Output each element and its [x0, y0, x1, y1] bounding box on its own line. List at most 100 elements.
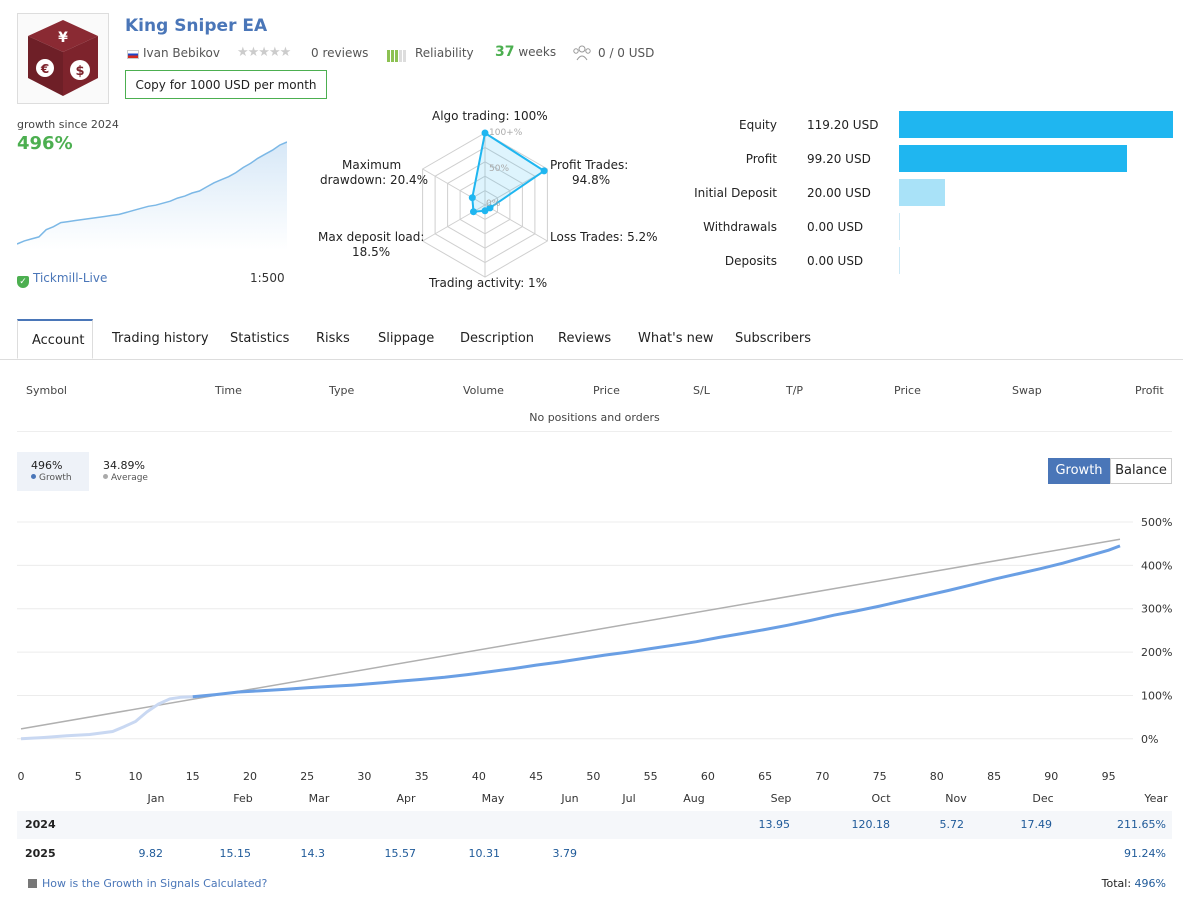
year-cell[interactable]: 9.82 [138, 847, 164, 860]
tab-trading-history[interactable]: Trading history [112, 331, 209, 346]
x-tick-label: 90 [1044, 770, 1058, 783]
svg-text:¥: ¥ [58, 30, 68, 46]
radar-tick-100: 100+% [489, 128, 523, 138]
y-tick-label: 400% [1141, 559, 1172, 572]
radar-grid [422, 132, 548, 278]
year-cell[interactable]: 14.3 [300, 847, 326, 860]
stat-value: 0.00 USD [807, 254, 864, 268]
reviews-count[interactable]: 0 reviews [311, 46, 369, 60]
x-tick-label: 15 [186, 770, 200, 783]
year-cell[interactable]: 17.49 [1020, 818, 1053, 831]
radar-spoke [484, 204, 548, 242]
x-tick-label: 35 [415, 770, 429, 783]
x-tick-label: 45 [529, 770, 543, 783]
x-tick-label: 10 [129, 770, 143, 783]
legend-average[interactable]: 34.89% Average [89, 452, 161, 491]
legend-growth[interactable]: 496% Growth [17, 452, 89, 491]
growth-line [192, 544, 1121, 699]
month-header: Year [1144, 792, 1168, 805]
svg-text:$: $ [75, 64, 84, 79]
x-tick-label: 50 [586, 770, 600, 783]
tab-subscribers[interactable]: Subscribers [735, 331, 811, 346]
tab-risks[interactable]: Risks [316, 331, 350, 346]
radar-point [481, 129, 489, 137]
reliability-label[interactable]: Reliability [415, 46, 474, 60]
y-tick-label: 100% [1141, 690, 1172, 703]
rating-stars-icon: ★★★★★ [237, 45, 291, 60]
broker-name: Tickmill-Live [33, 271, 108, 285]
radar-point [481, 207, 489, 215]
x-tick-label: 60 [701, 770, 715, 783]
month-header: Sep [770, 792, 792, 805]
x-tick-label: 0 [18, 770, 25, 783]
radar-label-loss-trades: Loss Trades: 5.2% [550, 230, 658, 244]
growth-since-label: growth since 2024 [17, 118, 119, 131]
weeks-label: weeks [518, 45, 557, 59]
y-tick-label: 0% [1141, 733, 1158, 746]
growth-since-value: 496% [17, 133, 73, 154]
year-cell[interactable]: 15.15 [219, 847, 252, 860]
stat-value: 99.20 USD [807, 152, 871, 166]
stat-value: 0.00 USD [807, 220, 864, 234]
radar-label-drawdown: Maximum [342, 158, 402, 172]
month-header: Jan [147, 792, 165, 805]
legend-average-label-wrap: Average [103, 473, 148, 483]
radar-label-algo: Algo trading: 100% [432, 109, 548, 123]
month-header: Nov [945, 792, 967, 805]
balance-toggle-button[interactable]: Balance [1110, 458, 1172, 484]
help-icon [28, 879, 37, 888]
growth-dot-icon [31, 474, 36, 479]
subscribers-icon [572, 44, 592, 66]
tab-description[interactable]: Description [460, 331, 535, 346]
year-cell[interactable]: 91.24% [1124, 847, 1166, 860]
tab-account[interactable]: Account [17, 319, 93, 359]
year-cell[interactable]: 15.57 [384, 847, 417, 860]
radar-value-drawdown: drawdown: 20.4% [320, 173, 429, 187]
month-header: Jun [561, 792, 579, 805]
month-header: Apr [396, 792, 416, 805]
weeks-count: 37 weeks [495, 44, 556, 60]
y-tick-label: 200% [1141, 646, 1172, 659]
x-tick-label: 75 [873, 770, 887, 783]
average-dot-icon [103, 474, 108, 479]
tab-what-s-new[interactable]: What's new [638, 331, 714, 346]
broker-link[interactable]: ✓ Tickmill-Live [17, 271, 107, 288]
legend-average-value: 34.89% [103, 459, 145, 472]
tab-slippage[interactable]: Slippage [378, 331, 435, 346]
dice-logo-icon: ¥ € $ [28, 20, 98, 96]
legend-growth-label: Growth [39, 473, 72, 483]
year-cell[interactable]: 3.79 [552, 847, 578, 860]
year-cell[interactable]: 211.65% [1117, 818, 1166, 831]
radar-point [540, 167, 548, 175]
growth-help-link[interactable]: How is the Growth in Signals Calculated? [28, 877, 267, 890]
signal-title[interactable]: King Sniper EA [125, 16, 268, 36]
year-cell[interactable]: 5.72 [939, 818, 965, 831]
radar-value-deposit-load: 18.5% [352, 245, 391, 259]
copy-subscribe-button[interactable]: Copy for 1000 USD per month [125, 70, 327, 99]
author-name[interactable]: Ivan Bebikov [143, 46, 220, 60]
year-cell[interactable]: 10.31 [468, 847, 501, 860]
total-growth: Total: 496% [1050, 877, 1166, 890]
stat-label: Equity [739, 118, 777, 132]
growth-help-text: How is the Growth in Signals Calculated? [42, 877, 268, 890]
x-tick-label: 40 [472, 770, 486, 783]
year-row-2024 [17, 811, 1172, 839]
year-label: 2024 [25, 818, 56, 831]
column-header: Time [215, 384, 242, 397]
year-cell[interactable]: 13.95 [758, 818, 791, 831]
radar-point [468, 194, 476, 202]
growth-toggle-button[interactable]: Growth [1048, 458, 1110, 484]
month-header: Dec [1032, 792, 1054, 805]
tab-statistics[interactable]: Statistics [230, 331, 290, 346]
stat-label: Profit [745, 152, 777, 166]
year-label: 2025 [25, 847, 56, 860]
x-tick-label: 70 [815, 770, 829, 783]
y-tick-label: 300% [1141, 603, 1172, 616]
total-value: 496% [1134, 877, 1166, 890]
leverage-value: 1:500 [250, 271, 285, 285]
year-cell[interactable]: 120.18 [851, 818, 891, 831]
radar-tick-50: 50% [489, 164, 509, 174]
reliability-bars-icon [387, 47, 407, 62]
chart-y-ticks: 0% 100% 200% 300% 400% 500% [1141, 516, 1172, 746]
tab-reviews[interactable]: Reviews [558, 331, 612, 346]
